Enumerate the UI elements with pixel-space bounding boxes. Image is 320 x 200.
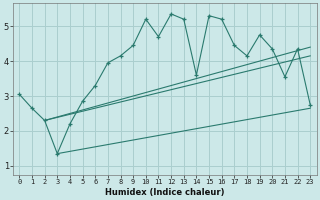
X-axis label: Humidex (Indice chaleur): Humidex (Indice chaleur) bbox=[105, 188, 225, 197]
